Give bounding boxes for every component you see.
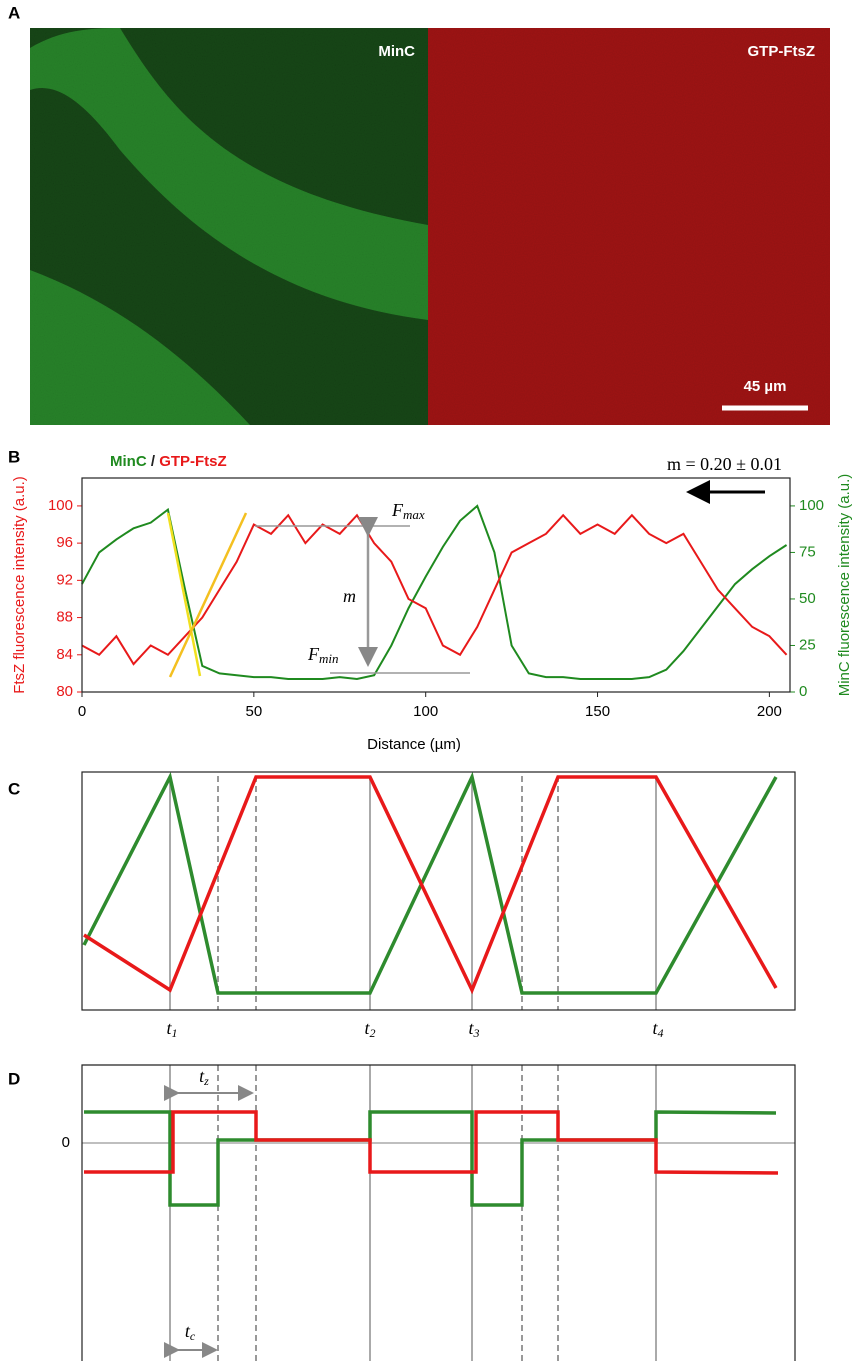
y2-tick-label: 50 bbox=[799, 590, 816, 607]
plot-b: 80 84 88 92 96 100 0 25 50 75 100 0 50 100 150 200 bbox=[48, 477, 824, 720]
time-label: t4 bbox=[652, 1018, 663, 1040]
subscript: z bbox=[203, 1074, 209, 1088]
y-tick-label: 80 bbox=[56, 683, 73, 700]
subscript: 3 bbox=[473, 1026, 480, 1040]
panel-label: C bbox=[8, 779, 20, 798]
time-labels: t1 t2 t3 t4 bbox=[166, 1018, 663, 1040]
plot-frame bbox=[81, 477, 791, 693]
symbol: t bbox=[468, 1018, 474, 1038]
y-axis-label: FtsZ fluorescence intensity (a.u.) bbox=[11, 476, 28, 694]
schematic-c bbox=[81, 771, 796, 1011]
y-tick-label: 84 bbox=[56, 646, 73, 663]
y2-tick-label: 25 bbox=[799, 636, 816, 653]
panel-label: B bbox=[8, 447, 20, 466]
scale-bar-label: 45 µm bbox=[744, 378, 787, 395]
subscript: max bbox=[403, 507, 425, 522]
micrograph-minc bbox=[30, 28, 428, 425]
duration-label: tc bbox=[185, 1321, 196, 1343]
fit-line bbox=[166, 512, 202, 677]
y-tick-label: 100 bbox=[48, 497, 73, 514]
image-label: MinC bbox=[378, 43, 415, 60]
subscript: c bbox=[190, 1329, 196, 1343]
symbol: t bbox=[185, 1321, 191, 1341]
subscript: min bbox=[319, 651, 339, 666]
micrograph-ftsz bbox=[428, 28, 830, 425]
subscript: 2 bbox=[370, 1026, 376, 1040]
x-tick-label: 200 bbox=[757, 703, 782, 720]
x-tick-label: 100 bbox=[413, 703, 438, 720]
subscript: 4 bbox=[658, 1026, 664, 1040]
legend: MinC / GTP-FtsZ bbox=[110, 453, 227, 470]
fit-line bbox=[168, 512, 248, 678]
legend-separator: / bbox=[151, 453, 156, 470]
y-tick-label: 96 bbox=[56, 534, 73, 551]
y2-axis-label: MinC fluorescence intensity (a.u.) bbox=[836, 474, 853, 697]
annotation: Fmin bbox=[307, 644, 339, 666]
annotation: Fmax bbox=[391, 500, 425, 522]
time-label: t2 bbox=[364, 1018, 375, 1040]
series-line bbox=[81, 513, 788, 666]
legend-entry: GTP-FtsZ bbox=[159, 453, 227, 470]
image-label: GTP-FtsZ bbox=[748, 43, 816, 60]
panel-label: A bbox=[8, 3, 20, 22]
annotation: m = 0.20 ± 0.01 bbox=[667, 454, 782, 474]
duration-label: tz bbox=[199, 1066, 209, 1088]
y-tick-label: 88 bbox=[56, 609, 73, 626]
x-tick-label: 150 bbox=[585, 703, 610, 720]
schematic-d bbox=[81, 1064, 796, 1361]
x-tick-label: 50 bbox=[246, 703, 263, 720]
time-label: t3 bbox=[468, 1018, 479, 1040]
y2-tick-label: 75 bbox=[799, 543, 816, 560]
subscript: 1 bbox=[172, 1026, 178, 1040]
symbol: t bbox=[166, 1018, 172, 1038]
zero-label: 0 bbox=[62, 1134, 70, 1151]
y-tick-label: 92 bbox=[56, 571, 73, 588]
annotation: m bbox=[343, 586, 356, 606]
symbol: F bbox=[391, 500, 404, 520]
series-line bbox=[81, 504, 788, 680]
symbol: F bbox=[307, 644, 320, 664]
x-axis-label: Distance (µm) bbox=[367, 736, 461, 753]
symbol: t bbox=[364, 1018, 370, 1038]
legend-entry: MinC bbox=[110, 453, 147, 470]
panel-label: D bbox=[8, 1069, 20, 1088]
symbol: t bbox=[199, 1066, 205, 1086]
x-tick-label: 0 bbox=[78, 703, 86, 720]
y2-tick-label: 100 bbox=[799, 497, 824, 514]
symbol: t bbox=[652, 1018, 658, 1038]
y2-tick-label: 0 bbox=[799, 683, 807, 700]
time-label: t1 bbox=[166, 1018, 177, 1040]
